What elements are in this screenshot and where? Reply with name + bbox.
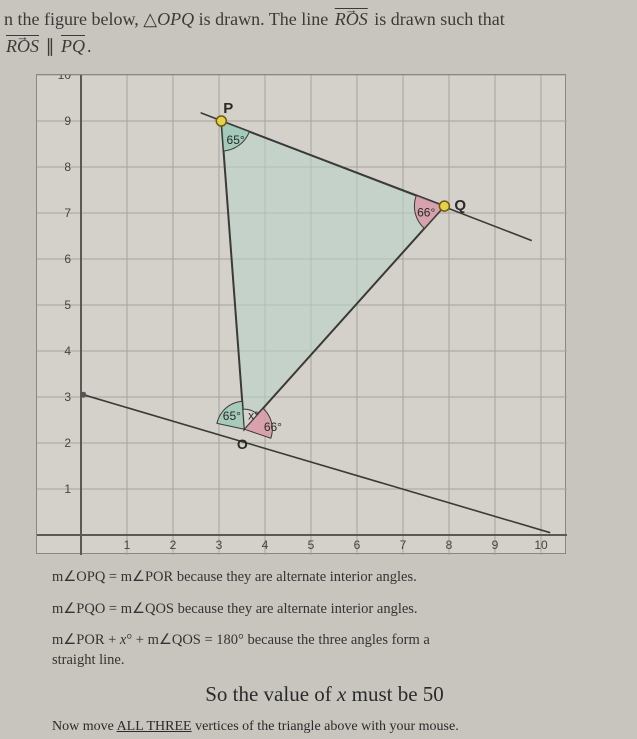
problem-tri: OPQ: [157, 9, 194, 29]
svg-text:9: 9: [64, 114, 71, 128]
svg-text:2: 2: [64, 436, 71, 450]
problem-line1-b: is drawn. The line: [194, 9, 333, 29]
svg-text:4: 4: [262, 538, 269, 552]
svg-text:3: 3: [64, 390, 71, 404]
problem-pq: PQ: [59, 36, 87, 56]
proof-statements: m∠OPQ = m∠POR because they are alternate…: [52, 568, 629, 670]
svg-text:65°: 65°: [227, 133, 245, 147]
svg-text:7: 7: [400, 538, 407, 552]
svg-text:x°: x°: [248, 408, 259, 422]
svg-text:6: 6: [354, 538, 361, 552]
problem-line1-a: n the figure below, △: [4, 9, 157, 29]
statement-1: m∠OPQ = m∠POR because they are alternate…: [52, 568, 629, 588]
problem-line1-c: is drawn such that: [370, 9, 505, 29]
problem-end: .: [87, 36, 92, 56]
svg-text:4: 4: [64, 344, 71, 358]
svg-text:10: 10: [58, 75, 72, 82]
svg-text:66°: 66°: [417, 205, 435, 219]
svg-text:66°: 66°: [264, 420, 282, 434]
svg-text:8: 8: [446, 538, 453, 552]
svg-text:O: O: [237, 436, 248, 452]
conclusion: So the value of x must be 50: [20, 682, 629, 707]
svg-text:1: 1: [124, 538, 131, 552]
statement-2: m∠PQO = m∠QOS because they are alternate…: [52, 600, 629, 620]
svg-text:1: 1: [64, 482, 71, 496]
parallel-symbol: ∥: [41, 36, 59, 56]
svg-text:5: 5: [64, 298, 71, 312]
svg-text:7: 7: [64, 206, 71, 220]
svg-text:8: 8: [64, 160, 71, 174]
svg-text:65°: 65°: [223, 409, 241, 423]
coordinate-graph[interactable]: 1 2 3 4 5 6 7 8 9 10 1 2 3 4 5 6 7 8 9 10 65° 66° 65° 66° x° P Q O: [36, 74, 566, 554]
instruction-text: Now move ALL THREE vertices of the trian…: [52, 719, 629, 735]
svg-text:2: 2: [170, 538, 177, 552]
svg-text:5: 5: [308, 538, 315, 552]
svg-text:6: 6: [64, 252, 71, 266]
statement-3: m∠POR + x° + m∠QOS = 180° because the th…: [52, 631, 629, 670]
svg-text:10: 10: [534, 538, 548, 552]
svg-text:9: 9: [492, 538, 499, 552]
svg-text:P: P: [223, 100, 233, 117]
problem-statement: n the figure below, △OPQ is drawn. The l…: [0, 6, 629, 60]
graph-svg: 1 2 3 4 5 6 7 8 9 10 1 2 3 4 5 6 7 8 9 10 65° 66° 65° 66° x° P Q O: [37, 75, 567, 555]
svg-text:3: 3: [216, 538, 223, 552]
svg-text:Q: Q: [454, 197, 466, 214]
